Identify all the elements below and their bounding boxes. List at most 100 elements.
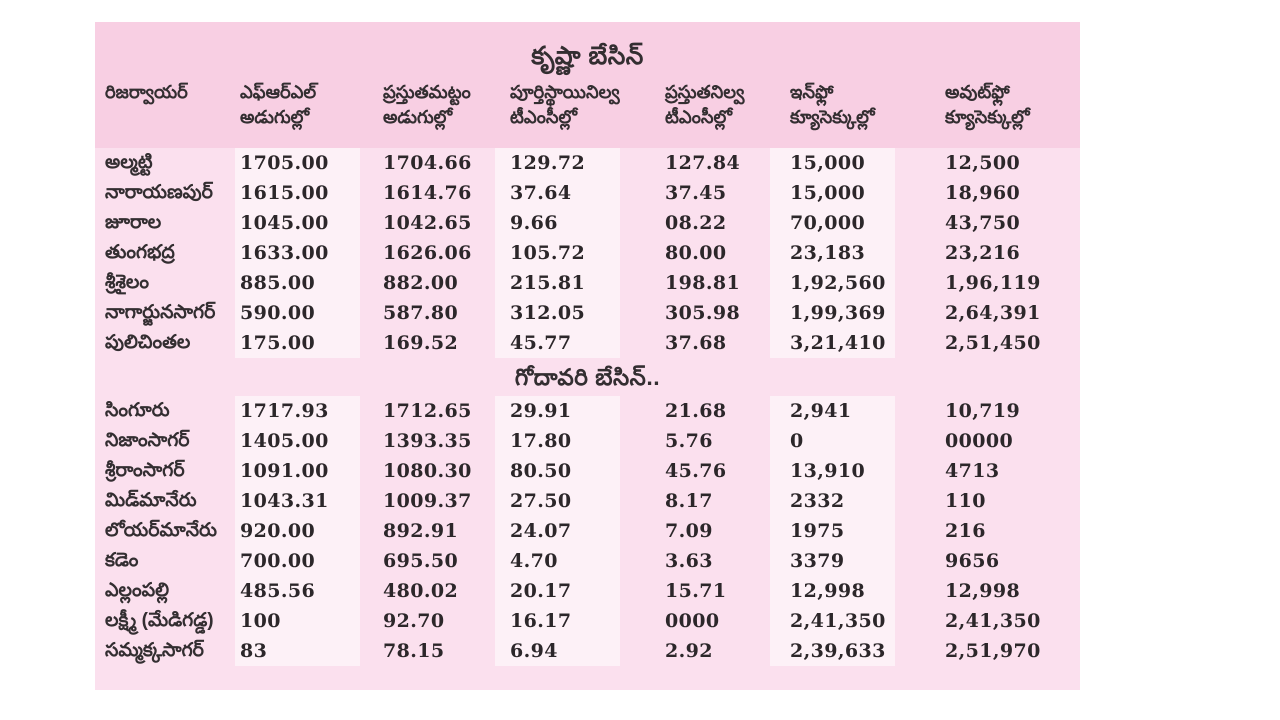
krishna-basin-rows: అల్మట్టి 1705.00 1704.66 129.72 127.84 15,000… [95, 148, 1080, 358]
value-cell: 1705.00 [240, 152, 329, 174]
value-cell: 892.91 [383, 520, 459, 542]
column-header-2: ఎఫ్ఆర్ఎల్ అడుగుల్లో [240, 82, 317, 127]
value-cell: 1626.06 [383, 242, 472, 264]
value-cell: 312.05 [510, 302, 586, 324]
reservoir-name: సమ్మక్కసాగర్ [105, 640, 204, 661]
value-cell: 2,51,450 [945, 332, 1041, 354]
table-row: మిడ్‌మానేరు 1043.31 1009.37 27.50 8.17 2332 11… [95, 486, 1080, 516]
value-cell: 12,998 [945, 580, 1021, 602]
value-cell: 1,99,369 [790, 302, 886, 324]
value-cell: 127.84 [665, 152, 741, 174]
reservoir-name: మిడ్‌మానేరు [105, 490, 197, 511]
value-cell: 2332 [790, 490, 845, 512]
value-cell: 80.00 [665, 242, 727, 264]
value-cell: 1,92,560 [790, 272, 886, 294]
value-cell: 700.00 [240, 550, 316, 572]
value-cell: 15,000 [790, 182, 866, 204]
table-row: శ్రీశైలం 885.00 882.00 215.81 198.81 1,92,560… [95, 268, 1080, 298]
value-cell: 1405.00 [240, 430, 329, 452]
value-cell: 13,910 [790, 460, 866, 482]
table-row: శ్రీరాంసాగర్ 1091.00 1080.30 80.50 45.76 13,9… [95, 456, 1080, 486]
column-stripe [235, 148, 360, 358]
value-cell: 37.64 [510, 182, 572, 204]
value-cell: 169.52 [383, 332, 459, 354]
value-cell: 3,21,410 [790, 332, 886, 354]
godavari-basin-title: గోదావరి బేసిన్.. [514, 364, 661, 390]
value-cell: 305.98 [665, 302, 741, 324]
value-cell: 12,998 [790, 580, 866, 602]
value-cell: 8.17 [665, 490, 713, 512]
value-cell: 590.00 [240, 302, 316, 324]
value-cell: 215.81 [510, 272, 586, 294]
table-row: ఎల్లంపల్లి 485.56 480.02 20.17 15.71 12,998 12… [95, 576, 1080, 606]
reservoir-name: జూరాల [105, 212, 162, 233]
table-row: కడెం 700.00 695.50 4.70 3.63 3379 9656 [95, 546, 1080, 576]
value-cell: 29.91 [510, 400, 572, 422]
column-stripe [770, 396, 895, 666]
reservoir-name: నాగార్జునసాగర్ [105, 302, 216, 323]
value-cell: 21.68 [665, 400, 727, 422]
value-cell: 83 [240, 640, 268, 662]
value-cell: 92.70 [383, 610, 445, 632]
value-cell: 45.76 [665, 460, 727, 482]
value-cell: 80.50 [510, 460, 572, 482]
reservoir-name: అల్మట్టి [105, 152, 153, 173]
value-cell: 695.50 [383, 550, 459, 572]
table-row: జూరాల 1045.00 1042.65 9.66 08.22 70,000 43,750 [95, 208, 1080, 238]
value-cell: 37.45 [665, 182, 727, 204]
value-cell: 485.56 [240, 580, 316, 602]
value-cell: 23,216 [945, 242, 1021, 264]
column-stripe [235, 396, 360, 666]
table-row: నాగార్జునసాగర్ 590.00 587.80 312.05 305.98 1,… [95, 298, 1080, 328]
value-cell: 1975 [790, 520, 845, 542]
value-cell: 6.94 [510, 640, 558, 662]
value-cell: 20.17 [510, 580, 572, 602]
value-cell: 105.72 [510, 242, 586, 264]
value-cell: 78.15 [383, 640, 445, 662]
value-cell: 00000 [945, 430, 1014, 452]
reservoir-name: సింగూరు [105, 400, 170, 421]
value-cell: 1614.76 [383, 182, 472, 204]
table-row: నారాయణపుర్ 1615.00 1614.76 37.64 37.45 15,000… [95, 178, 1080, 208]
value-cell: 2,51,970 [945, 640, 1041, 662]
value-cell: 1045.00 [240, 212, 329, 234]
value-cell: 1712.65 [383, 400, 472, 422]
column-header-5: ప్రస్తుతనిల్వ టీఎంసీల్లో [665, 82, 745, 127]
value-cell: 587.80 [383, 302, 459, 324]
value-cell: 2,41,350 [790, 610, 886, 632]
table-row: అల్మట్టి 1705.00 1704.66 129.72 127.84 15,000… [95, 148, 1080, 178]
reservoir-levels-table: కృష్ణా బేసిన్ రిజర్వాయర్ ఎఫ్ఆర్ఎల్ అడుగుల్… [95, 22, 1080, 690]
value-cell: 1091.00 [240, 460, 329, 482]
value-cell: 18,960 [945, 182, 1021, 204]
value-cell: 2,941 [790, 400, 852, 422]
column-stripe [770, 148, 895, 358]
table-row: లక్ష్మీ (మేడిగడ్డ) 100 92.70 16.17 0000 2,41,… [95, 606, 1080, 636]
table-row: తుంగభద్ర 1633.00 1626.06 105.72 80.00 23,183 2… [95, 238, 1080, 268]
krishna-basin-title: కృష్ణా బేసిన్ [531, 42, 644, 70]
value-cell: 1393.35 [383, 430, 472, 452]
value-cell: 216 [945, 520, 986, 542]
value-cell: 9.66 [510, 212, 558, 234]
value-cell: 27.50 [510, 490, 572, 512]
value-cell: 1615.00 [240, 182, 329, 204]
value-cell: 100 [240, 610, 281, 632]
value-cell: 45.77 [510, 332, 572, 354]
table-row: సమ్మక్కసాగర్ 83 78.15 6.94 2.92 2,39,633 2,51,… [95, 636, 1080, 666]
value-cell: 885.00 [240, 272, 316, 294]
column-header-4: పూర్తిస్థాయినిల్వ టీఎంసీల్లో [510, 82, 620, 127]
value-cell: 24.07 [510, 520, 572, 542]
value-cell: 70,000 [790, 212, 866, 234]
table-row: సింగూరు 1717.93 1712.65 29.91 21.68 2,941 10,7… [95, 396, 1080, 426]
column-stripe [495, 396, 620, 666]
value-cell: 23,183 [790, 242, 866, 264]
column-header-1: రిజర్వాయర్ [105, 82, 188, 102]
value-cell: 3379 [790, 550, 845, 572]
reservoir-name: పులిచింతల [105, 332, 191, 353]
value-cell: 129.72 [510, 152, 586, 174]
table-row: నిజాంసాగర్ 1405.00 1393.35 17.80 5.76 0 00000 [95, 426, 1080, 456]
value-cell: 1,96,119 [945, 272, 1041, 294]
value-cell: 2,39,633 [790, 640, 886, 662]
reservoir-name: తుంగభద్ర [105, 242, 175, 263]
value-cell: 17.80 [510, 430, 572, 452]
